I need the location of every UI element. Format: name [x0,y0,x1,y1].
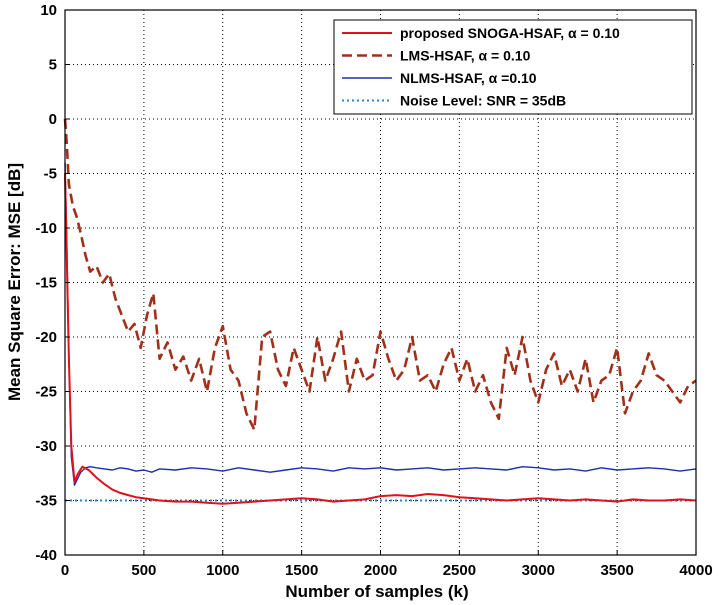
x-tick-label: 4000 [679,562,712,579]
y-axis-label: Mean Square Error: MSE [dB] [5,163,24,401]
legend-label: NLMS-HSAF, α =0.10 [400,70,537,86]
y-tick-label: -25 [35,384,57,401]
axis-ticks: 0 500 1000 1500 2000 2500 3000 3500 4000 10 5 0 -5 -1… [35,2,712,579]
x-tick-label: 500 [131,562,156,579]
y-tick-label: 10 [40,2,57,19]
y-tick-label: -20 [35,329,57,346]
series-lines [63,118,697,505]
y-tick-label: -35 [35,493,57,510]
x-tick-label: 1000 [206,562,239,579]
x-tick-label: 3500 [600,562,633,579]
legend-label: LMS-HSAF, α = 0.10 [400,48,531,64]
legend-label: proposed SNOGA-HSAF, α = 0.10 [400,25,620,41]
legend-label: Noise Level: SNR = 35dB [400,93,566,109]
x-axis-label: Number of samples (k) [285,582,468,601]
y-tick-label: -5 [44,166,57,183]
y-tick-label: -15 [35,275,57,292]
y-tick-label: -40 [35,547,57,564]
legend: proposed SNOGA-HSAF, α = 0.10 LMS-HSAF, α… [333,19,693,115]
series-line-3 [64,162,697,486]
series-line-1 [64,173,697,505]
x-tick-label: 1500 [285,562,318,579]
y-tick-label: 5 [49,57,57,74]
x-tick-label: 0 [61,562,69,579]
series-line-2 [63,118,697,432]
x-tick-label: 3000 [522,562,555,579]
grid [65,10,696,555]
x-tick-label: 2000 [364,562,397,579]
y-tick-label: 0 [49,111,57,128]
legend-box [333,19,693,115]
y-tick-label: -10 [35,220,57,237]
x-tick-label: 2500 [443,562,476,579]
y-tick-label: -30 [35,438,57,455]
